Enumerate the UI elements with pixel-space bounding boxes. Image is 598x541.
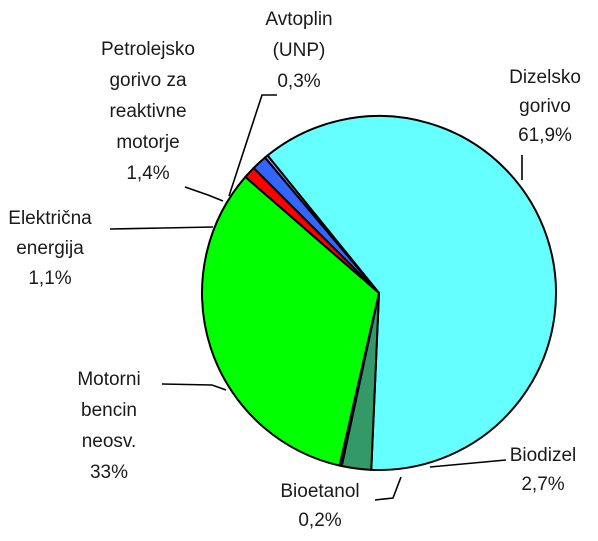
slice-value-label: 0,2% [298, 510, 341, 531]
slice-name-line: neosv. [82, 431, 137, 452]
slice-name-line: Električna [8, 208, 92, 229]
slice-name-line: Petrolejsko [101, 39, 195, 60]
slice-name-line: motorje [116, 132, 179, 153]
slice-value-label: 1,4% [126, 163, 169, 184]
slice-name-line: Biodizel [510, 445, 577, 466]
leader-line-motorni-bencin-neosv [161, 383, 227, 391]
slice-name-line: Avtoplin [265, 9, 332, 30]
slice-name-line: (UNP) [273, 40, 326, 61]
slice-name-line: gorivo za [109, 70, 187, 91]
slice-value-label: 1,1% [28, 268, 71, 289]
slice-label-bioetanol: Bioetanol 0,2% [280, 481, 359, 531]
slice-name-line: Motorni [77, 369, 140, 390]
slice-label-petrolejsko-gorivo-za-reaktivne-motorje: Petrolejsko gorivo za reaktivne motorje 1,4% [101, 39, 195, 184]
leader-line-avtoplin-unp [228, 94, 277, 197]
slice-label-motorni-bencin-neosv: Motorni bencin neosv. 33% [77, 369, 140, 483]
slice-name-line: bencin [81, 400, 137, 421]
slice-name-line: reaktivne [109, 101, 186, 122]
pie-slices [201, 115, 558, 471]
leader-line-elektricna-energija [109, 226, 214, 230]
pie-slice-motorni-bencin-neosv [201, 175, 380, 467]
slice-name-line: Bioetanol [280, 481, 359, 502]
leader-lines [109, 94, 523, 501]
slice-label-dizelsko-gorivo: Dizelsko gorivo 61,9% [509, 67, 581, 146]
pie-slice-dizelsko-gorivo [266, 115, 558, 471]
slice-value-label: 0,3% [277, 71, 320, 92]
slice-value-label: 61,9% [518, 125, 572, 146]
leader-line-biodizel [429, 459, 507, 468]
leader-line-bioetanol [374, 476, 402, 501]
slice-labels: Dizelsko gorivo 61,9% Biodizel 2,7% Bioetanol… [8, 9, 581, 531]
slice-label-elektricna-energija: Električna energija 1,1% [8, 208, 92, 289]
slice-name-line: Dizelsko [509, 67, 581, 88]
slice-name-line: energija [16, 238, 84, 259]
slice-label-avtoplin-unp: Avtoplin (UNP) 0,3% [265, 9, 332, 92]
slice-name-line: gorivo [519, 96, 571, 117]
pie-slice-avtoplin-unp [264, 154, 380, 294]
leader-line-petrolejsko-gorivo-za-reaktivne-motorje [184, 186, 224, 202]
slice-value-label: 2,7% [521, 474, 564, 495]
slice-value-label: 33% [90, 462, 128, 483]
slice-label-biodizel: Biodizel 2,7% [510, 445, 577, 495]
